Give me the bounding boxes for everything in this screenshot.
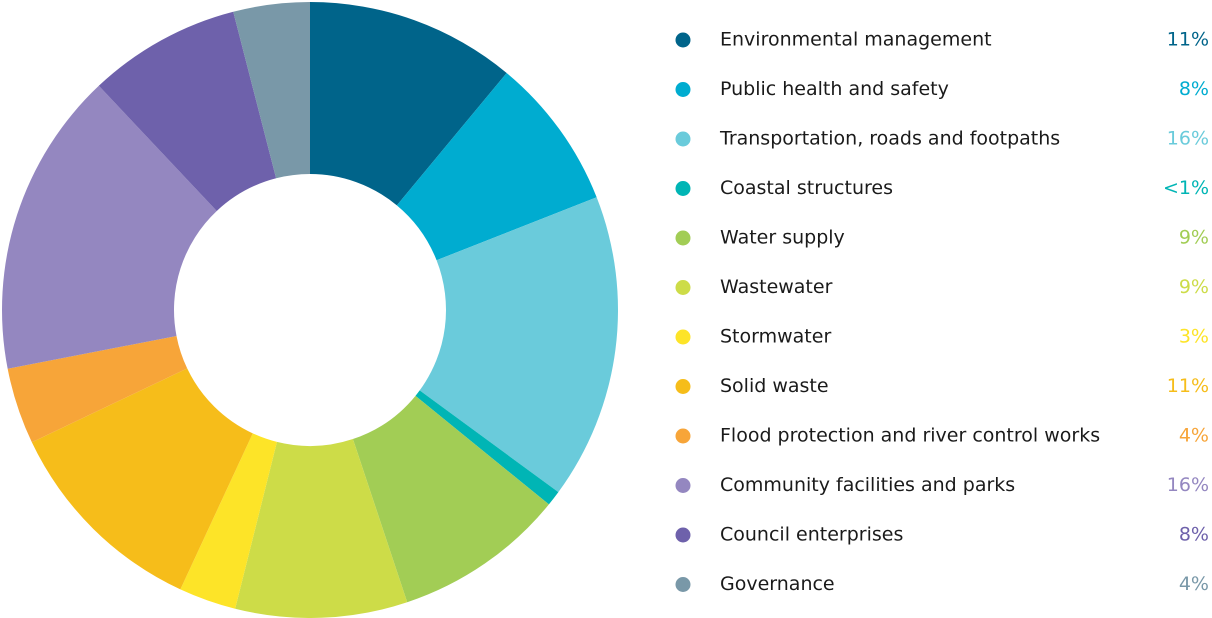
donut-slice <box>352 395 549 603</box>
legend-marker <box>675 329 691 345</box>
donut-slice <box>31 368 253 590</box>
legend-label: Transportation, roads and footpaths <box>719 128 1060 150</box>
legend-label: Flood protection and river control works <box>720 425 1100 447</box>
legend-label: Council enterprises <box>720 524 903 546</box>
value-label: 8% <box>1179 78 1209 100</box>
legend-marker <box>675 82 691 97</box>
legend-label: Coastal structures <box>720 177 893 199</box>
donut-slice <box>1 85 217 369</box>
legend-label: Stormwater <box>720 326 831 348</box>
value-label: 4% <box>1179 425 1209 447</box>
value-label: 11% <box>1167 375 1209 397</box>
value-label: 3% <box>1179 326 1209 348</box>
legend-label: Community facilities and parks <box>720 474 1015 496</box>
legend-marker <box>675 478 691 493</box>
value-label: 16% <box>1167 474 1209 496</box>
donut-slice <box>310 2 507 206</box>
legend-label: Solid waste <box>720 375 829 397</box>
donut-slice <box>419 197 619 493</box>
value-label: 9% <box>1179 227 1209 249</box>
legend-marker <box>675 230 691 246</box>
donut-slice <box>180 433 277 609</box>
legend-label: Water supply <box>720 227 845 249</box>
legend-marker <box>675 577 691 592</box>
legend-label: Governance <box>720 573 835 595</box>
donut-slice <box>396 72 597 261</box>
value-label: 16% <box>1167 128 1209 150</box>
legend-marker <box>675 379 691 394</box>
legend-marker <box>675 131 691 147</box>
donut-slice <box>98 11 277 212</box>
donut-slice <box>415 390 559 505</box>
legend-marker <box>675 32 691 48</box>
legend-label: Environmental management <box>720 29 992 51</box>
legend-marker <box>675 428 691 444</box>
donut-slice <box>233 2 310 179</box>
donut-slice <box>7 335 188 443</box>
legend-label: Wastewater <box>720 276 833 298</box>
legend-label: Public health and safety <box>720 78 949 100</box>
value-label: <1% <box>1163 177 1209 199</box>
legend-marker <box>675 181 691 196</box>
legend-marker <box>675 280 691 295</box>
donut-slice <box>235 439 408 618</box>
legend-marker <box>675 527 691 543</box>
value-label: 11% <box>1167 29 1209 51</box>
value-label: 9% <box>1179 276 1209 298</box>
value-label: 4% <box>1179 573 1209 595</box>
value-label: 8% <box>1179 524 1209 546</box>
